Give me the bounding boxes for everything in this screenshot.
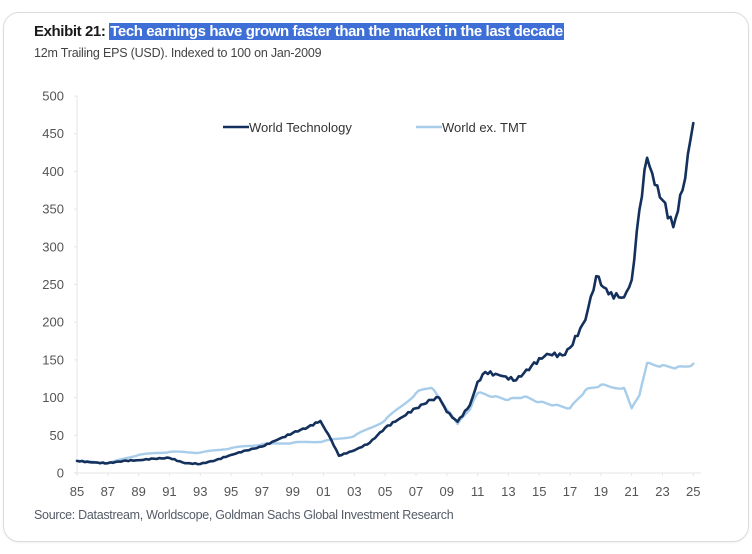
x-tick-label: 09 bbox=[440, 484, 454, 499]
x-tick-label: 97 bbox=[255, 484, 269, 499]
legend-item-world-technology: World Technology bbox=[223, 120, 352, 135]
y-tick-label: 100 bbox=[42, 390, 64, 405]
legend-label: World Technology bbox=[249, 120, 352, 135]
y-tick-label: 450 bbox=[42, 126, 64, 141]
legend-label: World ex. TMT bbox=[442, 120, 527, 135]
y-tick-label: 400 bbox=[42, 164, 64, 179]
x-tick-label: 23 bbox=[655, 484, 669, 499]
x-tick-label: 99 bbox=[285, 484, 299, 499]
x-tick-label: 95 bbox=[224, 484, 238, 499]
chart-subtitle: 12m Trailing EPS (USD). Indexed to 100 o… bbox=[34, 46, 322, 60]
y-tick-label: 250 bbox=[42, 277, 64, 292]
series-line-world-technology bbox=[75, 121, 695, 466]
exhibit-title: Exhibit 21: Tech earnings have grown fas… bbox=[34, 23, 564, 40]
x-tick-label: 91 bbox=[162, 484, 176, 499]
y-tick-label: 200 bbox=[42, 315, 64, 330]
source-note: Source: Datastream, Worldscope, Goldman … bbox=[34, 508, 454, 522]
x-tick-label: 03 bbox=[347, 484, 361, 499]
x-tick-label: 21 bbox=[624, 484, 638, 499]
legend-item-world-ex-tmt: World ex. TMT bbox=[416, 120, 527, 135]
x-tick-label: 15 bbox=[532, 484, 546, 499]
x-tick-label: 89 bbox=[131, 484, 145, 499]
y-tick-label: 0 bbox=[57, 466, 64, 481]
exhibit-label: Exhibit 21: bbox=[34, 23, 106, 40]
y-tick-label: 50 bbox=[50, 428, 64, 443]
legend: World Technology World ex. TMT bbox=[223, 120, 527, 135]
x-tick-label: 01 bbox=[316, 484, 330, 499]
x-tick-label: 05 bbox=[378, 484, 392, 499]
series-line-world-ex-tmt bbox=[75, 361, 695, 465]
x-tick-label: 11 bbox=[471, 484, 485, 499]
y-tick-label: 350 bbox=[42, 202, 64, 217]
x-axis-ticks: 85 87 89 91 93 95 97 99 01 03 05 07 09 11 13 15 17 19 21 23… bbox=[70, 473, 701, 499]
x-tick-label: 17 bbox=[563, 484, 577, 499]
chart-title-highlighted[interactable]: Tech earnings have grown faster than the… bbox=[109, 23, 564, 40]
x-tick-label: 87 bbox=[101, 484, 115, 499]
x-tick-label: 13 bbox=[501, 484, 515, 499]
y-axis-ticks: 0 50 100 150 200 250 300 350 400 450 500 bbox=[42, 89, 77, 481]
x-tick-label: 85 bbox=[70, 484, 84, 499]
x-tick-label: 19 bbox=[594, 484, 608, 499]
x-tick-label: 25 bbox=[686, 484, 700, 499]
y-tick-label: 150 bbox=[42, 352, 64, 367]
x-tick-label: 07 bbox=[409, 484, 423, 499]
chart-card bbox=[3, 12, 749, 542]
series-lines bbox=[75, 121, 695, 466]
y-tick-label: 500 bbox=[42, 89, 64, 104]
x-tick-label: 93 bbox=[193, 484, 207, 499]
y-tick-label: 300 bbox=[42, 239, 64, 254]
